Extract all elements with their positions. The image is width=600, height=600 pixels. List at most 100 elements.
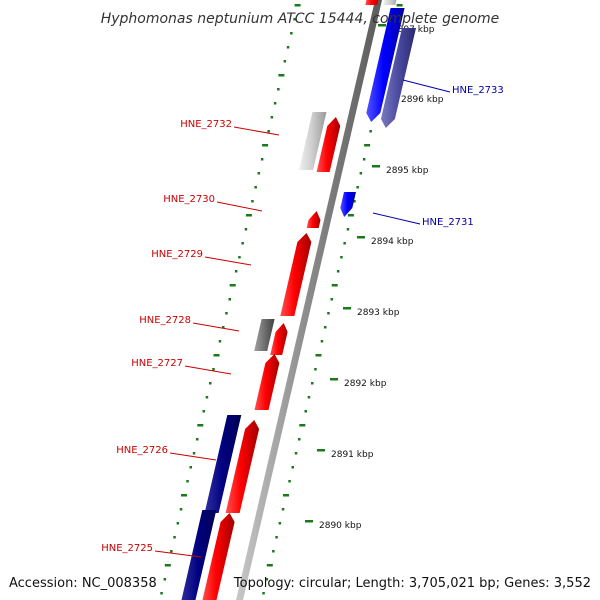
inner-tick-mark xyxy=(359,172,363,175)
outer-tick-mark xyxy=(181,494,187,497)
gene-label[interactable]: HNE_2732 xyxy=(180,119,232,130)
inner-tick-mark xyxy=(343,242,346,245)
outer-tick-mark xyxy=(283,60,287,63)
tick-label: 2891 kbp xyxy=(331,450,374,460)
outer-tick-mark xyxy=(179,508,183,511)
major-tick-mark xyxy=(372,165,380,168)
outer-tick-mark xyxy=(222,326,225,329)
inner-tick-mark xyxy=(353,200,356,203)
topology-text: Topology: circular; Length: 3,705,021 bp… xyxy=(233,576,591,591)
outer-tick-mark xyxy=(209,382,212,385)
inner-tick-mark xyxy=(299,424,306,427)
outer-tick-mark xyxy=(286,46,290,49)
outer-tick-mark xyxy=(202,410,205,413)
gene-label[interactable]: HNE_2731 xyxy=(422,217,474,228)
gene-label[interactable]: HNE_2733 xyxy=(452,85,504,96)
gene-arrow-forward[interactable] xyxy=(204,415,242,513)
gene-label[interactable]: HNE_2729 xyxy=(151,249,203,260)
outer-tick-mark xyxy=(238,256,241,259)
tick-label: 2890 kbp xyxy=(319,521,362,531)
gene-arrow-forward[interactable] xyxy=(299,112,327,170)
gene-label[interactable]: HNE_2727 xyxy=(131,358,183,369)
gene-arrow-reverse[interactable] xyxy=(380,28,416,128)
outer-tick-mark xyxy=(189,466,192,469)
outer-tick-mark xyxy=(290,32,293,35)
outer-tick-mark xyxy=(262,144,269,147)
outer-tick-mark xyxy=(278,74,285,77)
outer-tick-mark xyxy=(163,578,167,581)
inner-tick-mark xyxy=(288,480,291,483)
gene-arrow-forward[interactable] xyxy=(280,233,312,316)
tick-label: 2893 kbp xyxy=(357,308,400,318)
major-tick-mark xyxy=(343,307,351,310)
accession-text: Accession: NC_008358 xyxy=(9,576,157,591)
gene-layer xyxy=(180,0,416,600)
map-title: Hyphomonas neptunium ATCC 15444, complet… xyxy=(101,11,500,27)
inner-tick-mark xyxy=(320,340,324,343)
label-layer: HNE_2733 HNE_2732 HNE_2731 HNE_2730 HNE_2729… xyxy=(101,79,504,558)
inner-tick-mark xyxy=(275,536,278,539)
inner-tick-mark xyxy=(278,522,282,525)
gene-arrow-forward[interactable] xyxy=(270,323,288,355)
gene-arrow-forward[interactable] xyxy=(254,319,275,351)
gene-arrow-forward[interactable] xyxy=(306,211,321,228)
label-leader-line xyxy=(154,550,202,558)
label-leader-line xyxy=(402,79,451,93)
outer-tick-mark xyxy=(164,564,171,567)
inner-tick-mark xyxy=(298,438,301,441)
gene-arrow-forward[interactable] xyxy=(316,117,341,172)
gene-arrow-forward[interactable] xyxy=(201,513,235,600)
outer-tick-mark xyxy=(251,200,254,203)
outer-tick-mark xyxy=(170,550,173,553)
inner-tick-mark xyxy=(315,354,322,357)
gene-arrow-reverse[interactable] xyxy=(366,8,405,122)
gene-arrow-forward[interactable] xyxy=(254,354,280,410)
inner-tick-mark xyxy=(356,186,359,189)
inner-tick-mark xyxy=(327,312,330,315)
inner-tick-mark xyxy=(396,4,403,7)
outer-tick-mark xyxy=(229,284,236,287)
gene-label[interactable]: HNE_2730 xyxy=(163,194,215,205)
outer-tick-mark xyxy=(173,536,176,539)
tick-label: 2896 kbp xyxy=(401,95,444,105)
inner-tick-mark xyxy=(304,410,307,413)
gene-label[interactable]: HNE_2725 xyxy=(101,543,153,554)
outer-tick-mark xyxy=(245,214,252,217)
outer-tick-mark xyxy=(218,340,222,343)
gene-arrow-forward[interactable] xyxy=(225,420,260,513)
inner-tick-mark xyxy=(336,270,340,273)
outer-tick-mark xyxy=(254,186,257,189)
major-tick-mark xyxy=(330,378,338,381)
label-leader-line xyxy=(372,212,421,225)
label-leader-line xyxy=(233,126,280,136)
outer-tick-mark xyxy=(205,396,209,399)
gene-arrow-reverse[interactable] xyxy=(340,192,356,217)
inner-tick-mark xyxy=(347,214,354,217)
outer-tick-mark xyxy=(212,368,215,371)
outer-tick-mark xyxy=(293,18,296,21)
label-leader-line xyxy=(169,452,217,461)
inner-tick-mark xyxy=(369,130,372,133)
inner-tick-mark xyxy=(307,396,311,399)
gene-label[interactable]: HNE_2728 xyxy=(139,315,191,326)
inner-tick-mark xyxy=(330,298,333,301)
gene-arrow-forward[interactable] xyxy=(365,0,381,5)
outer-tick-mark xyxy=(192,452,196,455)
inner-tick-mark xyxy=(283,494,289,497)
inner-tick-mark xyxy=(291,466,294,469)
major-tick-mark xyxy=(378,24,386,27)
inner-tick-mark xyxy=(262,592,265,595)
gene-arrow-reverse[interactable] xyxy=(383,0,399,5)
inner-tick-mark xyxy=(340,256,343,259)
outer-tick-mark xyxy=(225,312,228,315)
outer-tick-mark xyxy=(234,270,238,273)
gene-label[interactable]: HNE_2726 xyxy=(116,445,168,456)
inner-tick-mark xyxy=(311,382,314,385)
gene-arrow-forward[interactable] xyxy=(180,510,217,600)
inner-tick-mark xyxy=(364,144,371,147)
inner-tick-mark xyxy=(266,564,273,567)
tick-label: 2895 kbp xyxy=(386,166,429,176)
major-tick-mark xyxy=(357,236,365,239)
